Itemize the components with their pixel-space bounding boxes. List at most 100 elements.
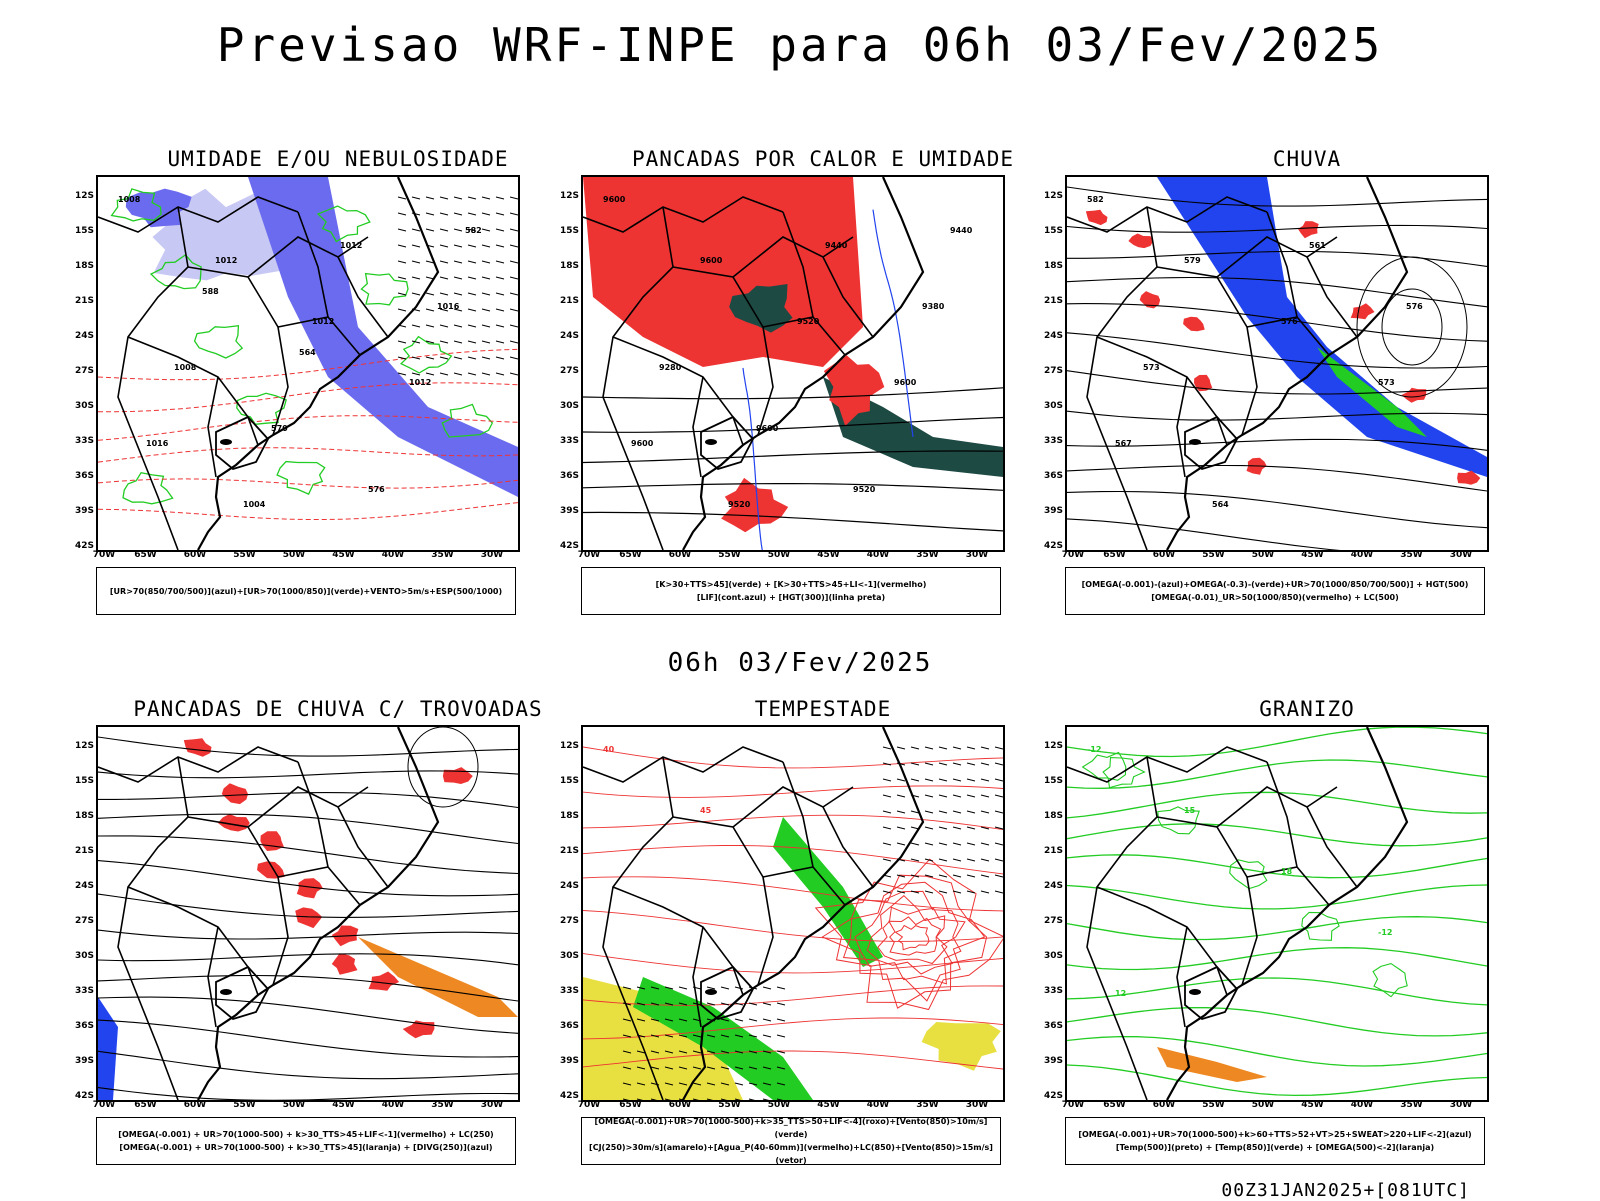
wind-vector: [748, 1034, 758, 1038]
wind-vector: [622, 1034, 632, 1038]
thunder-red-patch: [217, 814, 250, 832]
contour-label: 9440: [825, 241, 848, 250]
green-contour: [110, 188, 162, 222]
lat-tick-label: 30S: [559, 401, 579, 411]
wind-vector: [734, 1034, 744, 1038]
streamline: [1067, 303, 1487, 342]
panel-title: GRANIZO: [1259, 697, 1355, 721]
lon-tick-label: 50W: [767, 550, 791, 560]
streamline: [1067, 490, 1487, 529]
lagoon-mark: [1189, 439, 1201, 445]
lon-tick-label: 45W: [817, 1100, 840, 1110]
lon-tick-label: 40W: [381, 1100, 405, 1110]
lagoon-mark: [1189, 989, 1201, 995]
temp850-contour: [1067, 1064, 1487, 1097]
wind-vector: [924, 890, 934, 894]
wind-vector: [467, 372, 477, 376]
wind-vector: [994, 794, 1003, 798]
contour-label: 9440: [950, 226, 973, 235]
wind-vector: [453, 276, 463, 280]
temp850-contour: [1067, 854, 1487, 879]
wind-vector: [980, 810, 990, 814]
lat-tick-label: 21S: [1043, 296, 1063, 306]
lon-tick-label: 50W: [282, 1100, 306, 1110]
wind-vector: [678, 1050, 688, 1054]
wind-vector: [692, 1082, 702, 1086]
lat-tick-label: 18S: [1043, 261, 1063, 271]
wind-vector: [622, 1066, 632, 1070]
wind-vector: [425, 196, 435, 200]
coastline: [197, 177, 440, 550]
wind-vector: [952, 826, 962, 830]
contour-label: 1012: [215, 256, 237, 265]
wind-vector: [678, 1066, 688, 1070]
wind-vector: [952, 842, 962, 846]
wind-vector: [980, 858, 990, 862]
wind-vector: [966, 826, 976, 830]
lat-tick-label: 42S: [1043, 1091, 1063, 1101]
wind-vector: [467, 308, 477, 312]
lon-tick-label: 30W: [1449, 550, 1473, 560]
legend-line: [OMEGA(-0.001)+UR>70(1000-500)+k>35_TTS>…: [594, 1117, 988, 1139]
green-contour: [193, 324, 244, 359]
wind-vector: [495, 260, 505, 264]
lon-tick-label: 40W: [1350, 1100, 1374, 1110]
wind-vector: [411, 244, 421, 248]
lon-tick-label: 60W: [1152, 1100, 1176, 1110]
wind-vector: [495, 372, 505, 376]
lat-tick-label: 33S: [1043, 436, 1063, 446]
wind-vector: [650, 1002, 660, 1006]
wind-vector: [495, 276, 505, 280]
map-umidade: 1008 1012 1012 1012 1016 1004 1012 1016 1008 570 5…: [96, 175, 520, 552]
wind-vector: [720, 1034, 730, 1038]
lat-tick-label: 39S: [559, 506, 579, 516]
state-border: [612, 886, 744, 996]
circulation-contour: [407, 727, 479, 808]
country-border: [700, 415, 755, 471]
rain-red-patch: [1183, 316, 1205, 332]
wind-vector: [650, 986, 660, 990]
green-contour: [441, 403, 494, 438]
wind-vector: [481, 324, 491, 328]
wind-vector: [706, 1034, 716, 1038]
hgt300-contour: [583, 416, 1003, 433]
wind-vector: [453, 244, 463, 248]
wind-vector: [692, 1066, 702, 1070]
streamline-850: [583, 985, 1003, 1006]
wind-vector: [650, 1050, 660, 1054]
wind-vector: [720, 986, 730, 990]
hgt300-contour: [583, 511, 1003, 532]
wind-vector: [509, 244, 518, 248]
state-border: [1266, 211, 1298, 318]
lon-tick-label: 55W: [1202, 550, 1225, 560]
contour-label: 1008: [118, 195, 141, 204]
lon-tick-label: 55W: [718, 550, 741, 560]
wind-vector: [748, 1066, 758, 1070]
state-border: [297, 761, 329, 868]
lat-tick-label: 36S: [1043, 471, 1063, 481]
wind-vector: [952, 794, 962, 798]
wind-vector: [453, 324, 463, 328]
wind-vector: [439, 308, 449, 312]
wind-vector: [882, 858, 892, 862]
streamline: [98, 953, 518, 966]
lon-axis: 70W 65W 60W 55W 50W 45W 40W 35W 30W: [1062, 550, 1485, 564]
state-border: [692, 376, 704, 478]
contour-label: 9520: [797, 317, 820, 326]
wind-vector: [439, 244, 449, 248]
wind-vector: [706, 986, 716, 990]
lon-axis: 70W 65W 60W 55W 50W 45W 40W 35W 30W: [93, 550, 516, 564]
green-contour: [360, 272, 409, 306]
lat-tick-label: 39S: [74, 506, 94, 516]
lat-tick-label: 24S: [559, 881, 579, 891]
contour-label: 9600: [700, 256, 723, 265]
wind-vector: [481, 196, 491, 200]
lon-tick-label: 45W: [1301, 1100, 1324, 1110]
lat-tick-label: 15S: [74, 776, 94, 786]
wind-vector: [453, 372, 463, 376]
wind-vector: [938, 858, 948, 862]
state-border: [117, 206, 189, 550]
wind-vector: [397, 276, 407, 280]
wind-vector: [748, 1082, 758, 1086]
lon-tick-label: 45W: [1301, 550, 1324, 560]
